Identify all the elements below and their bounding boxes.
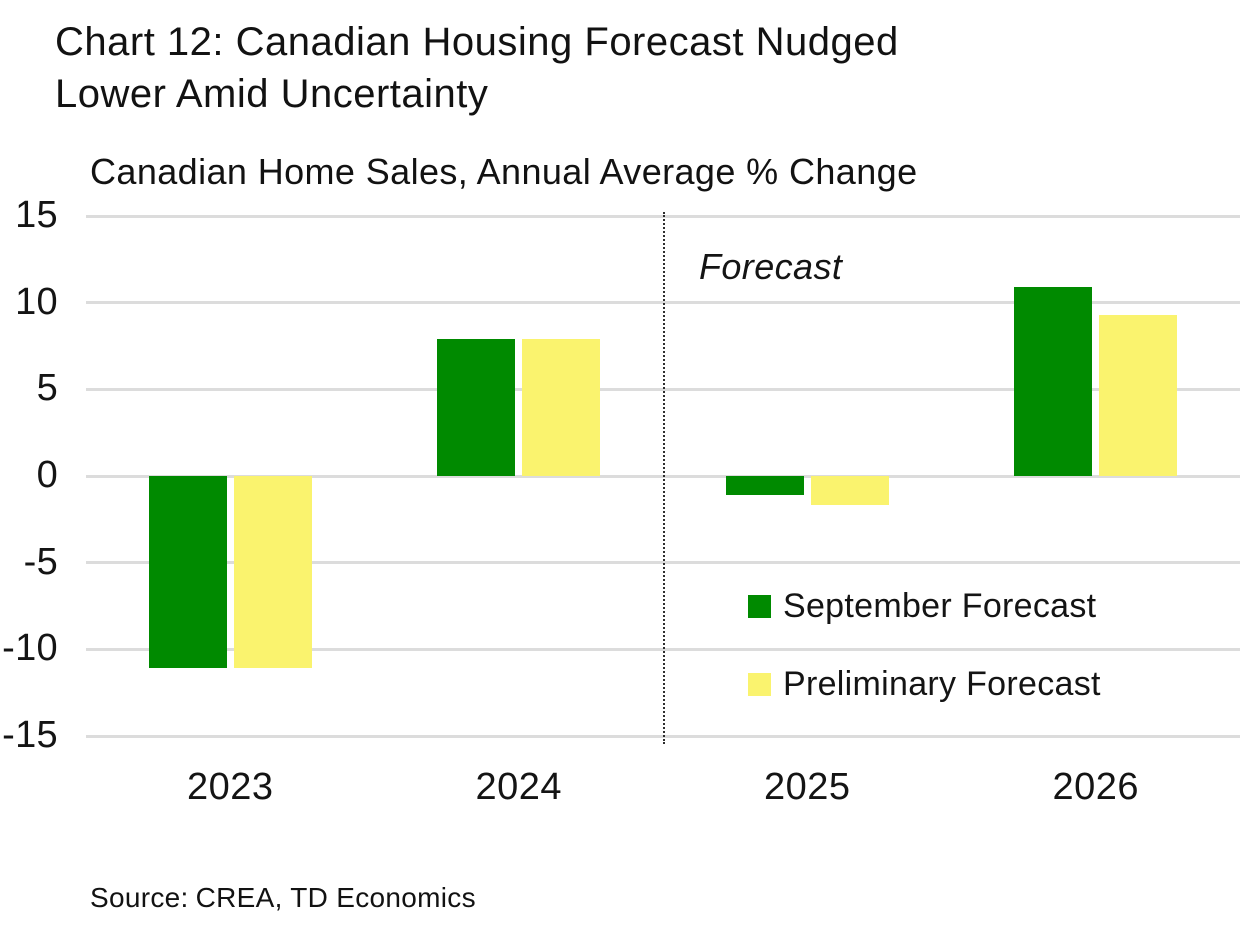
y-tick-label-10: 10 bbox=[15, 280, 58, 323]
chart-title-line2: Lower Amid Uncertainty bbox=[55, 72, 489, 116]
chart-title-line1: Chart 12: Canadian Housing Forecast Nudg… bbox=[55, 20, 899, 64]
source-label: Source: bbox=[90, 882, 189, 913]
y-tick-label--10: -10 bbox=[2, 627, 58, 670]
bar-2025-preliminary bbox=[810, 476, 889, 506]
y-tick-label--15: -15 bbox=[2, 714, 58, 756]
legend-row-september: September Forecast bbox=[748, 587, 1096, 626]
x-axis-label-2023: 2023 bbox=[186, 766, 274, 808]
bar-2025-september bbox=[725, 476, 804, 496]
x-axis-label-2024: 2024 bbox=[475, 766, 563, 808]
x-axis-label-2025: 2025 bbox=[763, 766, 851, 808]
y-tick-label-5: 5 bbox=[36, 367, 58, 410]
bar-2026-september bbox=[1014, 287, 1093, 476]
bar-2024-september bbox=[437, 339, 516, 476]
chart-title: Chart 12: Canadian Housing Forecast Nudg… bbox=[55, 16, 899, 120]
september-legend-label: September Forecast bbox=[783, 587, 1097, 625]
forecast-divider-line bbox=[663, 212, 665, 744]
source-value: CREA, TD Economics bbox=[195, 882, 476, 913]
chart-subtitle: Canadian Home Sales, Annual Average % Ch… bbox=[90, 151, 918, 192]
bar-2026-preliminary bbox=[1099, 314, 1178, 476]
forecast-annotation: Forecast bbox=[699, 246, 843, 287]
y-tick-label--5: -5 bbox=[23, 540, 58, 583]
bar-2023-september bbox=[148, 476, 227, 669]
source-note: Source: CREA, TD Economics bbox=[90, 882, 476, 914]
y-tick-label-15: 15 bbox=[15, 194, 58, 236]
y-tick-label-0: 0 bbox=[36, 454, 58, 496]
legend-row-preliminary: Preliminary Forecast bbox=[748, 665, 1101, 704]
bar-2023-preliminary bbox=[233, 476, 312, 669]
preliminary-legend-swatch bbox=[748, 673, 771, 696]
x-axis-label-2026: 2026 bbox=[1052, 766, 1140, 808]
september-legend-swatch bbox=[748, 595, 771, 618]
preliminary-legend-label: Preliminary Forecast bbox=[783, 665, 1101, 703]
bar-2024-preliminary bbox=[522, 339, 601, 476]
